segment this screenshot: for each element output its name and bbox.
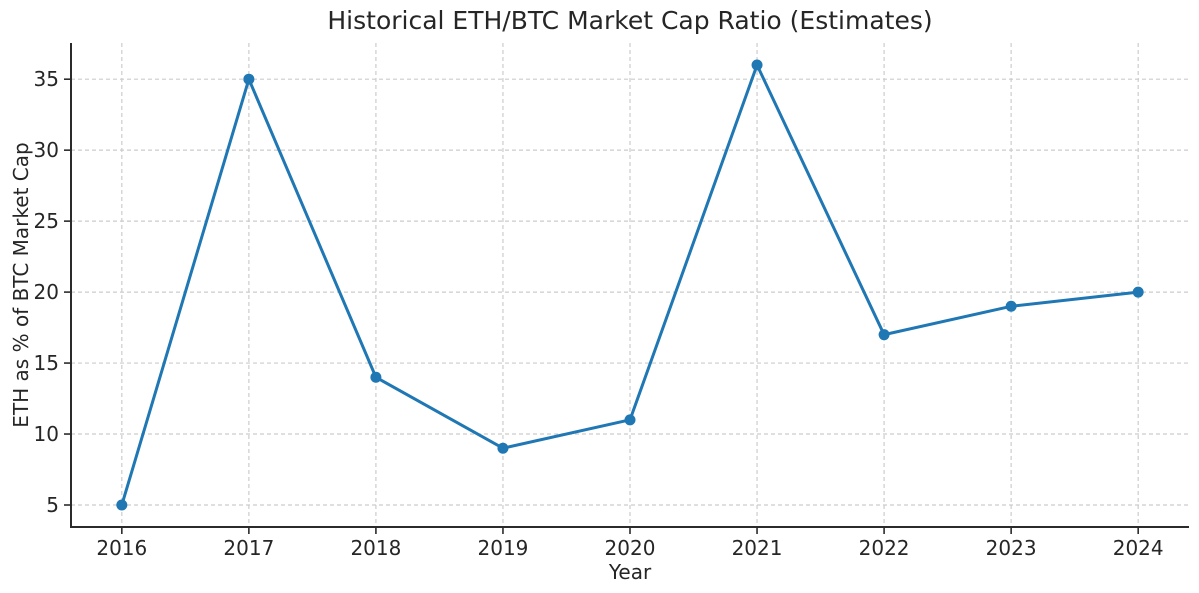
data-point bbox=[116, 499, 128, 511]
data-point bbox=[624, 414, 636, 426]
x-axis-label: Year bbox=[608, 560, 652, 584]
y-tick-label: 15 bbox=[34, 351, 59, 375]
data-point bbox=[370, 371, 382, 383]
data-point bbox=[243, 73, 255, 85]
data-point bbox=[878, 329, 890, 341]
x-tick-label: 2018 bbox=[350, 536, 401, 560]
x-tick-label: 2017 bbox=[223, 536, 274, 560]
y-axis-label: ETH as % of BTC Market Cap bbox=[9, 142, 33, 428]
y-tick-label: 20 bbox=[34, 280, 59, 304]
y-tick-label: 5 bbox=[46, 493, 59, 517]
x-tick-label: 2022 bbox=[859, 536, 910, 560]
x-tick-label: 2023 bbox=[986, 536, 1037, 560]
y-tick-label: 35 bbox=[34, 67, 59, 91]
y-tick-label: 10 bbox=[34, 422, 59, 446]
x-tick-label: 2016 bbox=[96, 536, 147, 560]
data-point bbox=[497, 442, 509, 454]
x-tick-label: 2020 bbox=[605, 536, 656, 560]
x-tick-label: 2021 bbox=[732, 536, 783, 560]
data-point bbox=[1005, 300, 1017, 312]
data-point bbox=[751, 59, 763, 71]
y-tick-label: 30 bbox=[34, 138, 59, 162]
x-tick-label: 2019 bbox=[478, 536, 529, 560]
y-tick-label: 25 bbox=[34, 209, 59, 233]
chart-title: Historical ETH/BTC Market Cap Ratio (Est… bbox=[327, 6, 933, 35]
x-tick-label: 2024 bbox=[1113, 536, 1164, 560]
data-point bbox=[1132, 286, 1144, 298]
